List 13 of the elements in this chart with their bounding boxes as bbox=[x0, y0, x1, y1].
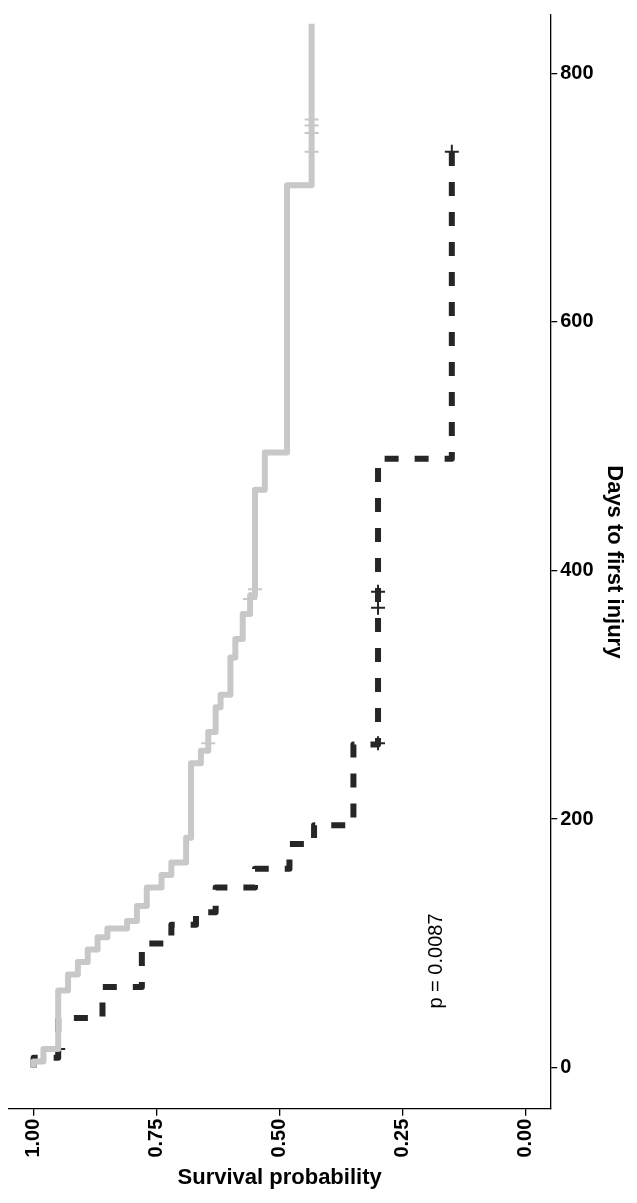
y-tick-label: 0 bbox=[560, 1055, 572, 1078]
x-tick-label: 1.00 bbox=[21, 1118, 44, 1158]
x-tick-label: 0.00 bbox=[513, 1118, 536, 1158]
x-tick-label: 0.50 bbox=[267, 1118, 290, 1158]
y-tick-label: 600 bbox=[560, 309, 594, 332]
x-axis-title: Survival probability bbox=[177, 1163, 383, 1189]
y-tick-label: 400 bbox=[560, 558, 594, 581]
y-tick-label: 200 bbox=[560, 806, 594, 829]
annotation: p = 0.0087 bbox=[424, 913, 447, 1009]
x-tick-label: 0.75 bbox=[144, 1118, 167, 1158]
y-axis-title: Days to first injury bbox=[602, 465, 628, 660]
y-tick-label: 800 bbox=[560, 60, 594, 83]
x-tick-label: 0.25 bbox=[390, 1118, 413, 1158]
